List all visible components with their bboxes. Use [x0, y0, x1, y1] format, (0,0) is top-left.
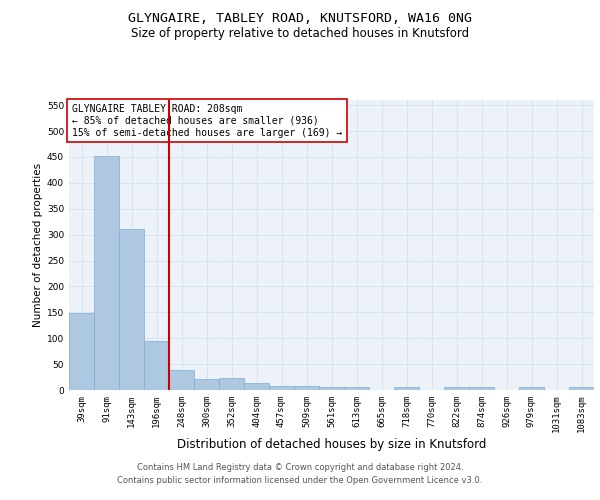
Bar — [169, 370, 194, 390]
Bar — [94, 156, 119, 390]
Bar — [294, 386, 319, 390]
Bar — [219, 378, 244, 390]
Bar — [144, 341, 169, 390]
Bar — [244, 383, 269, 390]
Bar — [194, 378, 219, 390]
X-axis label: Distribution of detached houses by size in Knutsford: Distribution of detached houses by size … — [177, 438, 486, 451]
Bar — [269, 386, 294, 390]
Y-axis label: Number of detached properties: Number of detached properties — [33, 163, 43, 327]
Text: Size of property relative to detached houses in Knutsford: Size of property relative to detached ho… — [131, 28, 469, 40]
Bar — [569, 388, 594, 390]
Bar — [119, 230, 144, 390]
Bar — [319, 388, 344, 390]
Bar — [69, 314, 94, 390]
Bar — [444, 388, 469, 390]
Bar — [469, 388, 494, 390]
Text: Contains HM Land Registry data © Crown copyright and database right 2024.: Contains HM Land Registry data © Crown c… — [137, 464, 463, 472]
Text: GLYNGAIRE TABLEY ROAD: 208sqm
← 85% of detached houses are smaller (936)
15% of : GLYNGAIRE TABLEY ROAD: 208sqm ← 85% of d… — [71, 104, 342, 138]
Bar — [344, 388, 369, 390]
Bar — [519, 388, 544, 390]
Text: GLYNGAIRE, TABLEY ROAD, KNUTSFORD, WA16 0NG: GLYNGAIRE, TABLEY ROAD, KNUTSFORD, WA16 … — [128, 12, 472, 26]
Text: Contains public sector information licensed under the Open Government Licence v3: Contains public sector information licen… — [118, 476, 482, 485]
Bar — [394, 388, 419, 390]
